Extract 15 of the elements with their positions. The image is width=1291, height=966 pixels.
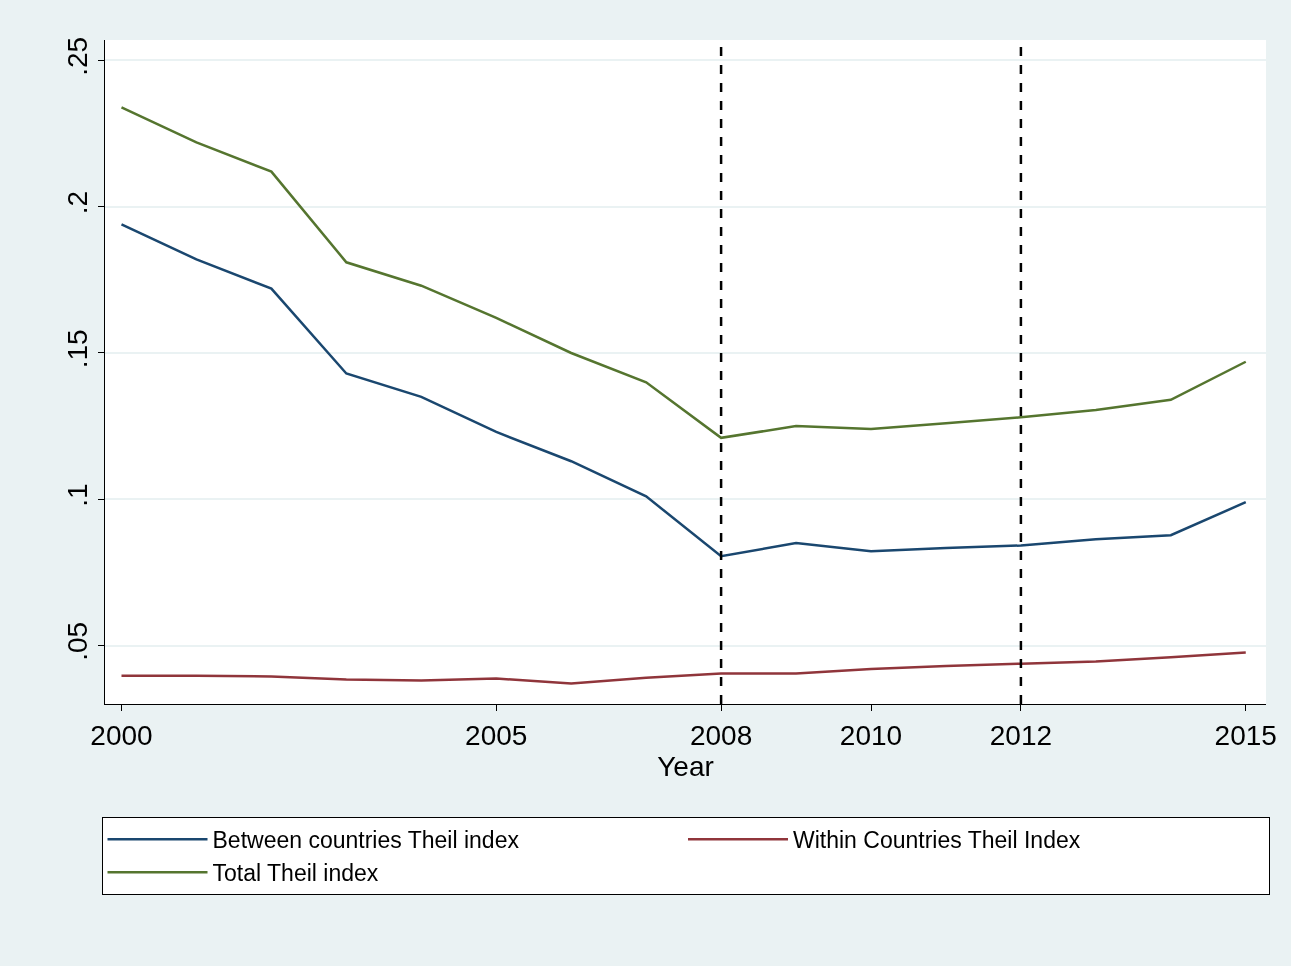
x-tick-label: 2000 [90, 719, 153, 751]
y-tick-label: .15 [61, 329, 93, 369]
legend-label: Within Countries Theil Index [793, 827, 1081, 854]
x-tick-label: 2010 [839, 719, 903, 751]
legend-label: Between countries Theil index [212, 827, 520, 854]
y-tick-label: .1 [61, 483, 93, 507]
x-tick-label: 2005 [465, 719, 528, 751]
x-axis-title: Year [657, 750, 714, 782]
x-tick-label: 2012 [989, 719, 1053, 751]
legend-label: Total Theil index [212, 860, 379, 887]
y-tick-label: .05 [61, 621, 93, 661]
x-tick-label: 2015 [1214, 719, 1277, 751]
y-tick-label: .2 [61, 190, 93, 215]
y-tick-label: .25 [61, 36, 93, 76]
x-tick-label: 2008 [689, 719, 753, 751]
